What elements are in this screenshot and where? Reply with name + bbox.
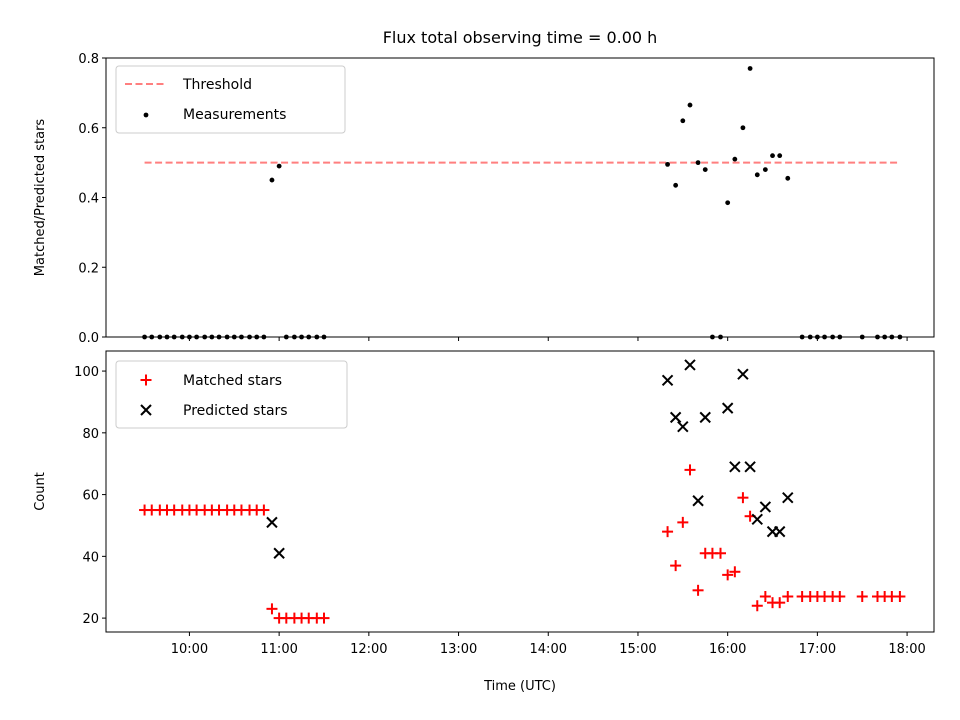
top-ytick-label: 0.2 <box>78 261 99 276</box>
top-ytick-label: 0.0 <box>78 331 99 346</box>
bottom-xtick-label: 10:00 <box>171 642 208 657</box>
matched-star-point <box>318 612 330 624</box>
matched-star-point <box>677 516 689 528</box>
bottom-ytick-label: 80 <box>82 427 99 442</box>
matched-star-point <box>729 566 741 578</box>
predicted-star-point <box>677 420 689 433</box>
matched-star-point <box>751 600 763 612</box>
legend-predicted-label: Predicted stars <box>183 403 288 419</box>
measurement-point <box>754 172 760 178</box>
matched-star-point <box>684 464 696 476</box>
matched-star-point <box>737 492 749 504</box>
predicted-star-point <box>773 525 786 538</box>
measurement-point <box>665 161 670 167</box>
predicted-star-point <box>721 402 734 414</box>
top-legend-box <box>115 65 346 134</box>
top-panel: 0.0 0.2 0.4 0.6 0.8 Matched/Predicted stars Th… <box>33 52 935 346</box>
chart-title: Flux total observing time = 0.00 h <box>383 28 658 47</box>
measurement-point <box>770 153 775 159</box>
measurement-point <box>777 153 783 159</box>
matched-star-point <box>670 560 682 572</box>
predicted-star-point <box>273 547 285 559</box>
predicted-star-point <box>699 411 711 424</box>
measurement-point <box>732 156 738 162</box>
matched-star-point <box>782 590 794 602</box>
legend-matched-label: Matched stars <box>183 373 282 389</box>
predicted-star-point <box>759 501 772 513</box>
bottom-xlabel: Time (UTC) <box>483 679 556 694</box>
bottom-xtick-label: 14:00 <box>530 642 567 657</box>
matched-star-point <box>856 590 868 602</box>
predicted-star-point <box>737 368 749 380</box>
bottom-panel: 20 40 60 80 100 10:00 11:00 12:00 13:00 14:00 15:0… <box>33 350 935 694</box>
matched-star-point <box>258 504 270 516</box>
top-ytick-label: 0.4 <box>78 192 99 207</box>
bottom-xtick-label: 13:00 <box>440 642 477 657</box>
bottom-ylabel: Count <box>33 472 48 511</box>
measurement-point <box>687 102 693 108</box>
matched-star-point <box>834 590 846 602</box>
measurement-point <box>762 167 768 173</box>
bottom-xtick-label: 17:00 <box>799 642 836 657</box>
measurement-point <box>740 125 746 131</box>
predicted-star-point <box>729 461 741 473</box>
measurement-point <box>673 182 679 188</box>
bottom-xtick-label: 16:00 <box>709 642 746 657</box>
bottom-ytick-label: 40 <box>82 550 99 565</box>
measurement-point <box>276 163 282 169</box>
bottom-ytick-label: 100 <box>74 365 99 380</box>
predicted-star-point <box>751 513 763 525</box>
measurement-point <box>680 118 686 124</box>
matched-star-point <box>714 547 726 559</box>
measurement-point <box>695 160 701 166</box>
predicted-star-point <box>744 461 756 473</box>
bottom-legend: Matched stars Predicted stars <box>115 360 348 429</box>
top-ytick-label: 0.6 <box>78 122 99 137</box>
bottom-legend-box <box>115 360 348 429</box>
matched-star-point <box>774 597 786 609</box>
matched-star-point <box>266 603 278 615</box>
predicted-star-point <box>661 374 674 387</box>
matched-star-point <box>692 584 704 596</box>
predicted-star-point <box>669 411 682 424</box>
legend-measurements-swatch <box>143 112 149 118</box>
matched-star-point <box>662 526 674 538</box>
predicted-star-point <box>266 516 278 529</box>
predicted-star-point <box>782 491 794 504</box>
matched-star-point <box>894 590 906 602</box>
measurement-point <box>725 200 731 206</box>
bottom-axes-frame <box>105 350 935 633</box>
measurement-point <box>785 175 791 181</box>
legend-predicted-swatch <box>140 404 152 416</box>
legend-measurements-label: Measurements <box>183 107 286 123</box>
bottom-xtick-label: 11:00 <box>260 642 297 657</box>
bottom-xtick-label: 12:00 <box>350 642 387 657</box>
measurement-point <box>269 177 275 183</box>
legend-matched-swatch <box>140 374 152 386</box>
bottom-xtick-label: 15:00 <box>619 642 656 657</box>
bottom-ytick-label: 20 <box>82 612 99 627</box>
measurement-point <box>702 167 708 173</box>
top-ylabel: Matched/Predicted stars <box>33 119 48 277</box>
predicted-star-point <box>684 359 696 371</box>
bottom-ytick-label: 60 <box>82 489 99 504</box>
measurement-point <box>747 66 753 71</box>
matched-star-point <box>759 590 771 602</box>
top-legend: Threshold Measurements <box>115 65 346 134</box>
matched-star-point <box>722 569 734 581</box>
top-ytick-label: 0.8 <box>78 52 99 67</box>
bottom-xtick-label: 18:00 <box>888 642 925 657</box>
legend-threshold-label: Threshold <box>182 77 252 93</box>
predicted-star-point <box>692 495 704 507</box>
